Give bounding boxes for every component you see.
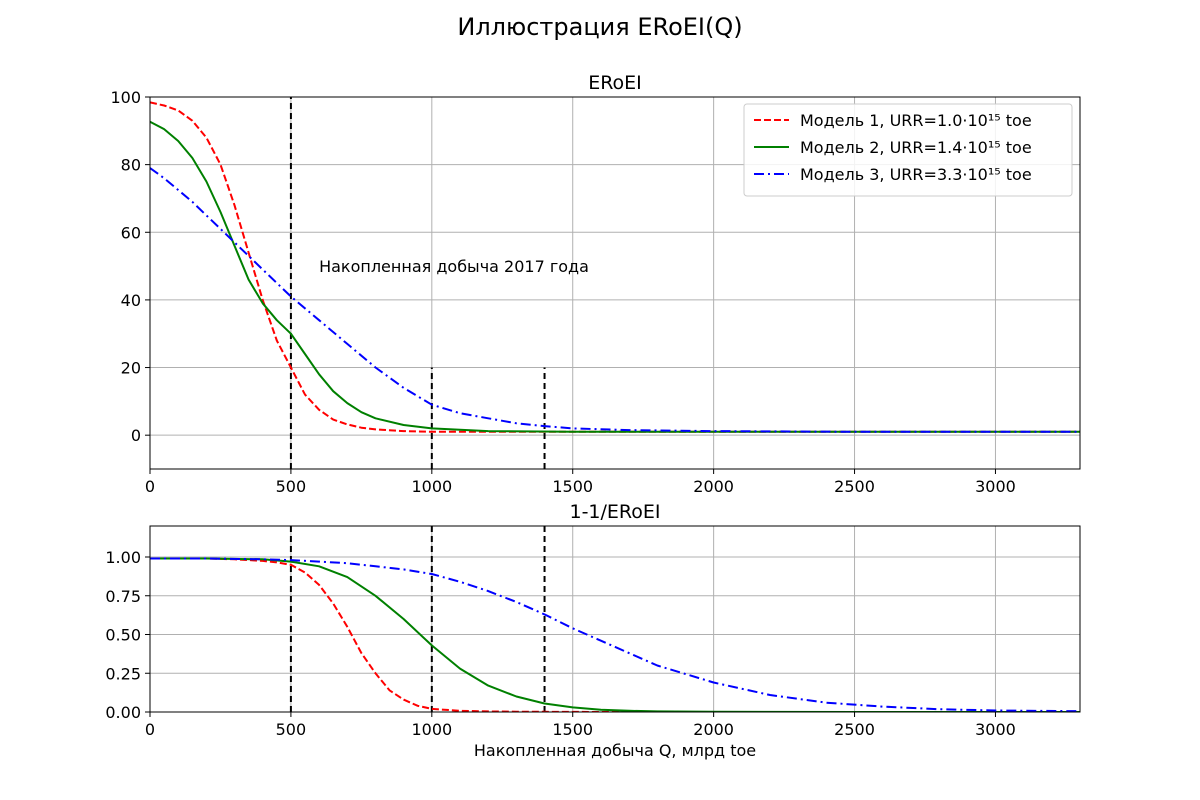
legend-box [743,103,1073,197]
chart-eroei: 0 500 1000 1500 2000 2500 3000 0 20 40 60 80 100 ERoE… [110,72,1081,496]
x-tick-label: 0 [145,720,155,739]
y-tick-label: 0.25 [105,664,141,683]
series-line-model-3 [150,167,1080,433]
y-tick-label: 80 [121,156,141,175]
x-tick-label: 0 [145,477,155,496]
x-tick-label: 3000 [975,477,1016,496]
y-tick-label: 100 [110,88,141,107]
series-line-model-2 [150,557,1080,712]
legend: Модель 1, URR=1.0·10¹⁵ toe Модель 2, URR=… [743,103,1073,197]
x-axis-label: Накопленная добыча Q, млрд toe [474,741,756,760]
x-tick-label: 2000 [693,477,734,496]
x-tick-label: 1500 [552,477,593,496]
series-line-model-1 [150,557,1080,712]
series-line-model-2 [150,120,1080,433]
y-tick-label: 40 [121,291,141,310]
plot-frame [149,525,1081,713]
x-tick-label: 2500 [834,720,875,739]
legend-label-model-1: Модель 1, URR=1.0·10¹⁵ toe [800,111,1032,130]
x-tick-label: 1000 [411,477,452,496]
y-tick-label: 0.75 [105,587,141,606]
figure-title: Иллюстрация ERoEI(Q) [457,13,742,41]
y-tick-label: 0.50 [105,626,141,645]
x-tick-label: 2500 [834,477,875,496]
y-tick-label: 1.00 [105,548,141,567]
panel-title: 1-1/ERoEI [569,501,660,523]
panel-title: ERoEI [588,72,642,94]
y-tick-label: 20 [121,359,141,378]
chart-one-minus-inverse-eroei: 0 500 1000 1500 2000 2500 3000 0.00 0.25 0.50 0.75… [105,501,1081,760]
legend-label-model-3: Модель 3, URR=3.3·10¹⁵ toe [800,165,1032,184]
y-tick-label: 0.00 [105,703,141,722]
legend-label-model-2: Модель 2, URR=1.4·10¹⁵ toe [800,138,1032,157]
x-tick-label: 500 [276,477,307,496]
y-tick-label: 60 [121,223,141,242]
y-tick-label: 0 [131,426,141,445]
x-tick-label: 1500 [552,720,593,739]
x-tick-label: 1000 [411,720,452,739]
annotation-label: Накопленная добыча 2017 года [319,257,589,276]
x-tick-label: 3000 [975,720,1016,739]
plot-frame [149,96,1081,470]
x-tick-label: 500 [276,720,307,739]
x-tick-label: 2000 [693,720,734,739]
